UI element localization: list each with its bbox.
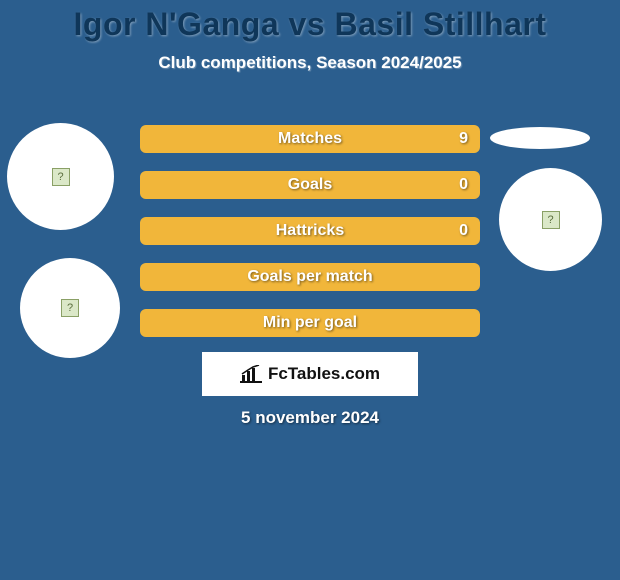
stat-label: Hattricks	[140, 217, 480, 245]
stats-block: Matches 9 Goals 0 Hattricks 0 Goals per …	[140, 125, 480, 355]
brand-text: FcTables.com	[268, 364, 380, 384]
stat-label: Matches	[140, 125, 480, 153]
placeholder-image-icon: ?	[52, 168, 70, 186]
placeholder-image-icon: ?	[542, 211, 560, 229]
player-avatar-left-bottom: ?	[20, 258, 120, 358]
stat-label: Min per goal	[140, 309, 480, 337]
page-title: Igor N'Ganga vs Basil Stillhart	[0, 0, 620, 43]
stat-row-goals-per-match: Goals per match	[140, 263, 480, 291]
stat-value: 0	[459, 171, 468, 199]
subtitle: Club competitions, Season 2024/2025	[0, 53, 620, 73]
chart-icon	[240, 365, 262, 383]
stat-row-min-per-goal: Min per goal	[140, 309, 480, 337]
player-avatar-left-top: ?	[7, 123, 114, 230]
ellipse-decor	[490, 127, 590, 149]
player-avatar-right: ?	[499, 168, 602, 271]
stat-label: Goals	[140, 171, 480, 199]
stat-label: Goals per match	[140, 263, 480, 291]
stat-row-matches: Matches 9	[140, 125, 480, 153]
brand-box: FcTables.com	[202, 352, 418, 396]
stat-row-goals: Goals 0	[140, 171, 480, 199]
stat-value: 9	[459, 125, 468, 153]
stat-value: 0	[459, 217, 468, 245]
placeholder-image-icon: ?	[61, 299, 79, 317]
date-text: 5 november 2024	[0, 408, 620, 428]
stat-row-hattricks: Hattricks 0	[140, 217, 480, 245]
comparison-card: Igor N'Ganga vs Basil Stillhart Club com…	[0, 0, 620, 580]
